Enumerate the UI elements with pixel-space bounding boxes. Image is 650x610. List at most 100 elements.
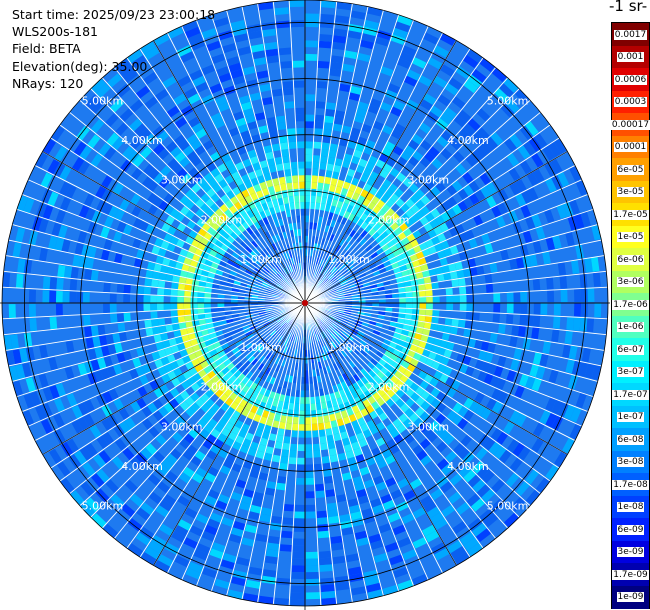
ppi-gate-cell (360, 376, 369, 385)
ppi-gate-cell (317, 175, 325, 184)
ray-separator (8, 302, 306, 367)
ppi-gate-cell (535, 226, 546, 240)
ppi-gate-cell (235, 435, 245, 445)
ppi-gate-cell (191, 122, 204, 134)
ppi-gate-cell (141, 406, 153, 418)
ppi-gate-cell (234, 395, 243, 405)
ppi-gate-cell (266, 290, 273, 295)
ppi-gate-cell (158, 177, 170, 189)
ppi-gate-cell (169, 236, 179, 246)
ppi-gate-cell (135, 85, 150, 99)
ppi-gate-cell (242, 158, 252, 168)
ppi-gate-cell (385, 293, 393, 299)
ppi-gate-cell (130, 193, 141, 206)
ppi-gate-cell (228, 243, 237, 252)
ppi-gate-cell (312, 263, 316, 271)
ppi-gate-cell (554, 451, 568, 468)
ppi-gate-cell (109, 98, 124, 113)
ppi-gate-cell (204, 303, 211, 309)
ppi-gate-cell (328, 325, 335, 332)
ppi-gate-cell (314, 121, 324, 129)
ppi-gate-cell (517, 325, 526, 337)
ppi-gate-cell (574, 213, 585, 229)
ppi-gate-cell (298, 424, 305, 431)
ppi-gate-cell (402, 324, 411, 331)
ppi-gate-cell (305, 444, 313, 452)
ppi-gate-cell (371, 401, 381, 410)
ppi-gate-cell (386, 252, 395, 260)
ppi-gate-cell (460, 434, 473, 447)
ppi-gate-cell (350, 155, 360, 165)
ray-separator (241, 302, 306, 600)
ppi-gate-cell (136, 294, 144, 303)
ppi-gate-cell (513, 291, 521, 303)
ppi-gate-cell (117, 322, 126, 333)
ppi-gate-cell (268, 130, 279, 139)
range-label: 2.00km (201, 381, 243, 394)
ppi-gate-cell (305, 504, 316, 512)
ppi-gate-cell (423, 500, 437, 513)
ppi-gate-cell (293, 538, 305, 546)
ppi-gate-cell (545, 236, 556, 251)
ppi-gate-cell (346, 553, 360, 563)
ppi-gate-cell (569, 423, 582, 440)
ppi-gate-cell (233, 33, 248, 43)
ppi-gate-cell (569, 406, 582, 423)
ppi-gate-cell (562, 344, 571, 358)
azimuth-spoke (304, 40, 457, 304)
ppi-gate-cell (434, 353, 444, 363)
ppi-gate-cell (103, 239, 113, 251)
ppi-gate-cell (210, 384, 220, 394)
ppi-gate-cell (281, 359, 287, 367)
ppi-gate-cell (385, 454, 396, 465)
ppi-gate-cell (103, 303, 110, 314)
ppi-gate-cell (184, 507, 198, 519)
ppi-gate-cell (466, 48, 483, 63)
ppi-gate-cell (64, 366, 75, 380)
ppi-gate-cell (194, 145, 206, 156)
ppi-gate-cell (219, 393, 229, 403)
ppi-gate-cell (209, 249, 218, 258)
ppi-gate-cell (301, 377, 305, 384)
ray-separator (304, 239, 602, 304)
ppi-gate-cell (358, 305, 366, 310)
ppi-gate-cell (318, 273, 324, 281)
ppi-gate-cell (159, 499, 173, 512)
ppi-gate-cell (489, 375, 500, 388)
ppi-gate-cell (431, 316, 439, 324)
ppi-gate-cell (446, 196, 458, 208)
ppi-gate-cell (206, 434, 217, 445)
ray-separator (304, 302, 560, 469)
ppi-gate-cell (281, 530, 293, 539)
ppi-gate-cell (332, 35, 347, 44)
ppi-gate-cell (22, 362, 32, 378)
ppi-gate-cell (326, 328, 332, 335)
ppi-gate-cell (497, 390, 508, 404)
ppi-gate-cell (90, 119, 105, 134)
ppi-gate-cell (336, 344, 344, 352)
ppi-gate-cell (215, 500, 228, 511)
ppi-gate-cell (352, 382, 360, 391)
ppi-gate-cell (157, 481, 171, 494)
ppi-gate-cell (268, 353, 275, 362)
ppi-gate-cell (279, 544, 293, 552)
ppi-gate-cell (459, 286, 467, 295)
ppi-gate-cell (214, 208, 224, 218)
ppi-gate-cell (446, 409, 458, 422)
ppi-gate-cell (197, 292, 205, 298)
ppi-gate-cell (158, 417, 170, 430)
ppi-gate-cell (77, 416, 90, 431)
ppi-gate-cell (206, 277, 214, 284)
ppi-gate-cell (452, 413, 463, 426)
ppi-gate-cell (130, 55, 147, 69)
colorbar-segment: 3e-07 (612, 360, 649, 384)
ppi-gate-cell (279, 329, 286, 336)
ppi-gate-cell (16, 195, 28, 212)
ppi-gate-cell (278, 232, 284, 241)
ppi-gate-cell (264, 231, 272, 239)
ppi-gate-cell (348, 133, 359, 143)
ppi-gate-cell (385, 541, 400, 553)
ppi-gate-cell (135, 532, 151, 546)
ppi-gate-cell (204, 292, 212, 299)
ppi-gate-cell (264, 151, 274, 160)
